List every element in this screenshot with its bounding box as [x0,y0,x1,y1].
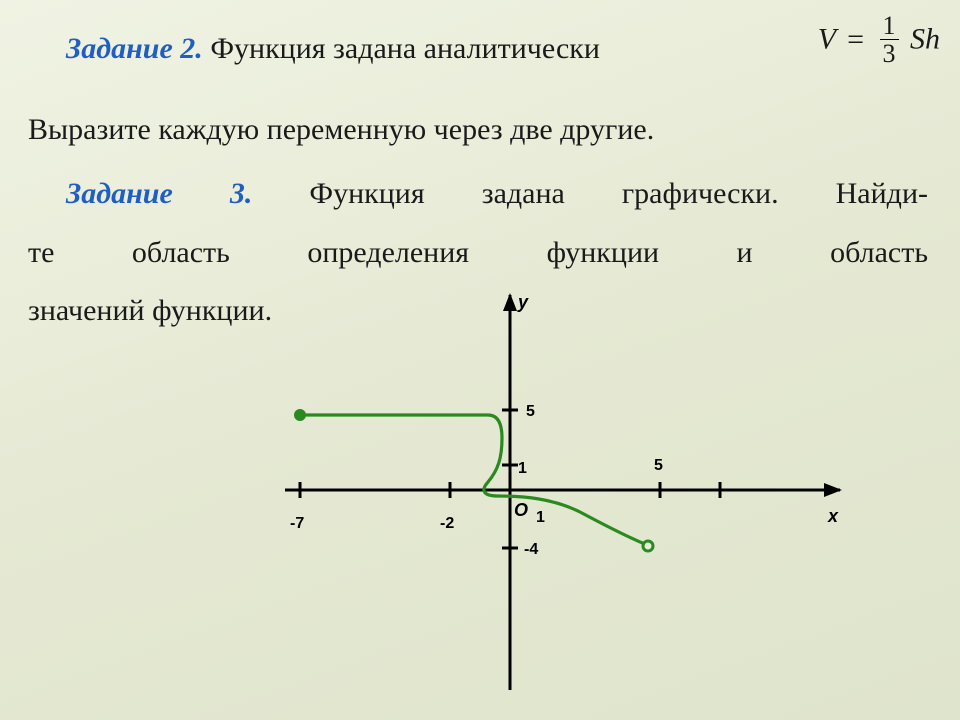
svg-text:5: 5 [654,457,663,474]
svg-text:5: 5 [526,403,535,420]
svg-text:x: x [827,506,839,526]
svg-text:1: 1 [518,460,527,477]
function-chart: x y O -7 -2 1 5 5 1 -4 [270,290,870,710]
task2-label: Задание 2. [66,32,203,65]
formula-lhs: V [818,23,836,56]
formula-rhs: Sh [910,23,940,56]
task2-line: Задание 2. Функция задана аналитически [28,20,932,79]
svg-text:1: 1 [536,509,545,526]
task2-text: Функция задана аналитически [210,32,600,65]
task3-text1: Функция задана графически. Найди- [309,177,928,210]
svg-text:-2: -2 [440,515,454,532]
svg-text:-4: -4 [524,541,538,558]
task2-formula: V = 1 3 Sh [818,14,940,70]
formula-fraction: 1 3 [880,12,899,68]
formula-eq: = [847,23,864,56]
chart-svg: x y O -7 -2 1 5 5 1 -4 [270,290,870,710]
svg-text:y: y [517,292,529,312]
task3-label: Задание 3. [66,177,252,210]
formula-den: 3 [880,40,899,67]
line2: Выразите каждую переменную через две дру… [28,101,932,160]
svg-text:O: O [514,500,528,520]
task3-line1: Задание 3. Функция задана графически. На… [28,165,932,224]
task3-line2: те область определения функции и область [28,224,932,283]
svg-text:-7: -7 [290,515,304,532]
formula-num: 1 [880,12,899,40]
